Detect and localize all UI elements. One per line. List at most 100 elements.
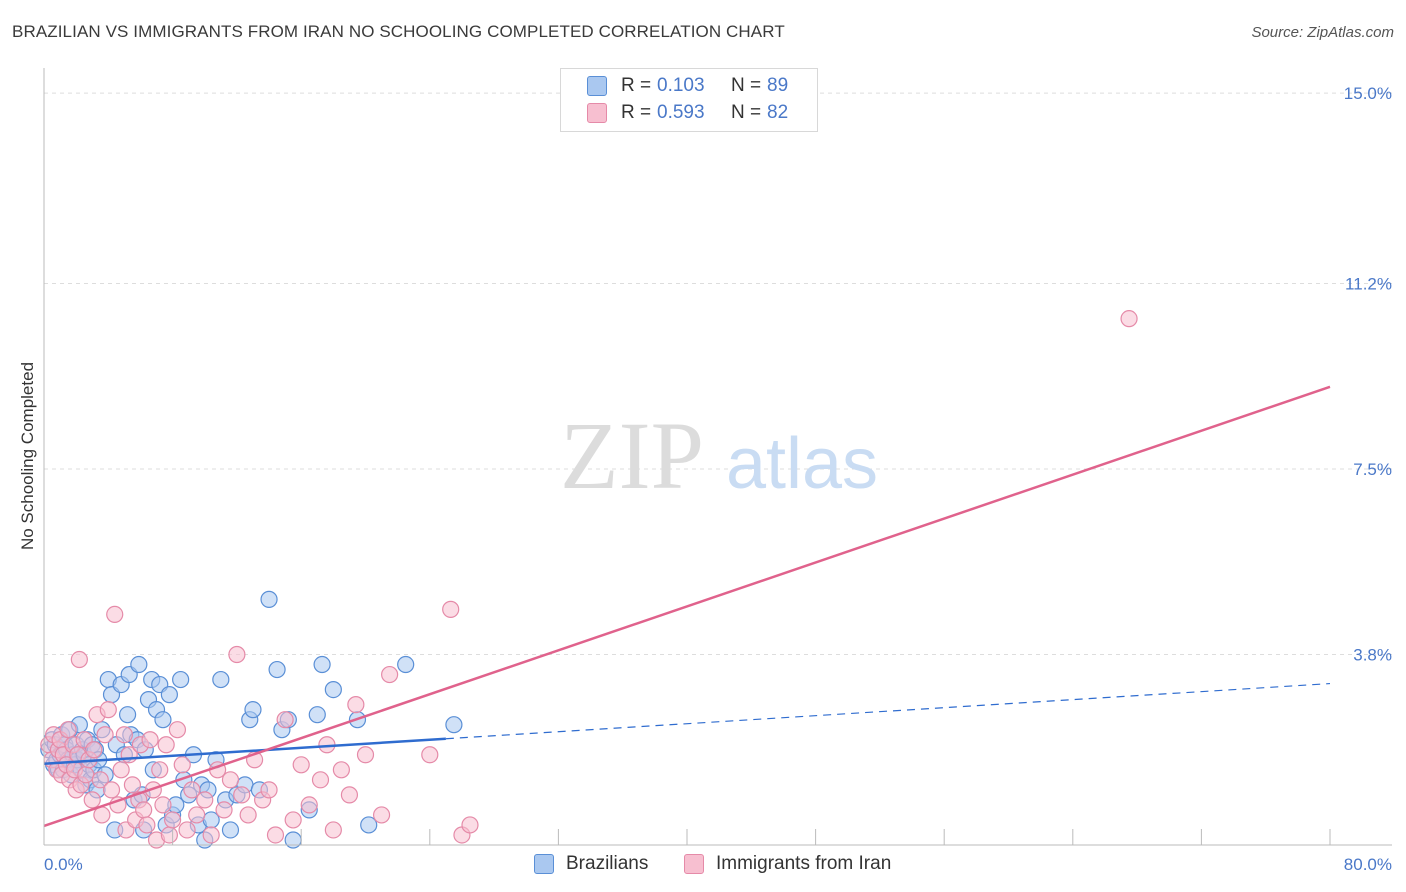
legend-n-label: N = <box>731 102 762 123</box>
data-point <box>324 680 342 699</box>
y-tick-label: 11.2% <box>1345 275 1392 294</box>
legend-r-value: 0.593 <box>657 102 705 123</box>
data-point <box>239 806 257 824</box>
data-point <box>157 736 175 754</box>
data-point <box>168 721 187 739</box>
data-point <box>91 771 109 789</box>
data-point <box>292 756 310 774</box>
bottom-legend-label: Brazilians <box>566 853 649 874</box>
data-point <box>154 796 172 814</box>
grid-lines <box>44 92 1392 656</box>
data-point <box>360 816 378 834</box>
data-point <box>260 781 278 799</box>
data-point <box>421 746 439 764</box>
data-point <box>123 776 142 794</box>
legend-r-label: R = <box>621 75 652 96</box>
data-point <box>102 781 121 799</box>
data-point <box>284 831 302 849</box>
data-point <box>300 796 318 814</box>
data-point <box>115 726 133 744</box>
stats-legend: R = 0.103 N = 89 R = 0.593 N = 82 <box>560 68 818 132</box>
legend-swatch-blue <box>587 76 607 96</box>
data-point <box>154 711 172 729</box>
data-point <box>356 746 375 764</box>
bottom-legend-label: Immigrants from Iran <box>716 853 892 874</box>
data-point <box>164 811 182 829</box>
data-point <box>160 826 178 844</box>
data-point <box>260 590 278 608</box>
data-point <box>233 786 251 804</box>
data-point <box>130 655 148 674</box>
data-point <box>332 761 350 779</box>
data-point <box>276 711 294 729</box>
data-point <box>215 801 233 819</box>
series-pink <box>40 310 1138 849</box>
data-point <box>308 706 326 724</box>
data-point <box>188 806 206 824</box>
bottom-legend-swatch-blue <box>534 854 554 874</box>
data-point <box>183 781 201 799</box>
x-tick-label: 80.0% <box>1344 855 1392 874</box>
legend-n-label: N = <box>731 75 762 96</box>
bottom-legend-brazilians: Brazilians <box>534 852 648 876</box>
data-point <box>461 816 479 834</box>
data-point <box>196 791 214 809</box>
legend-n-value: 82 <box>767 102 789 123</box>
y-tick-label: 15.0% <box>1344 84 1392 103</box>
data-point <box>266 826 285 844</box>
data-point <box>212 670 230 689</box>
trend-line-extension-blue <box>445 682 1331 740</box>
data-point <box>381 665 399 684</box>
trend-lines <box>43 385 1331 828</box>
legend-swatch-pink <box>587 103 607 123</box>
axes <box>43 68 1392 846</box>
data-point <box>77 766 95 784</box>
data-point <box>202 826 220 844</box>
data-point <box>173 756 191 774</box>
data-point <box>244 701 262 719</box>
data-point <box>172 670 190 689</box>
x-tick-label: 0.0% <box>44 855 83 874</box>
y-tick-label: 3.8% <box>1353 646 1392 665</box>
tick-labels: 3.8% 7.5% 11.2% 15.0% 0.0% 80.0% <box>44 84 1392 874</box>
data-point <box>372 806 391 824</box>
data-point <box>397 655 415 674</box>
data-point <box>112 761 130 779</box>
data-point <box>340 786 359 804</box>
data-point <box>99 701 117 719</box>
data-point <box>138 816 156 834</box>
watermark-atlas: atlas <box>726 424 878 504</box>
legend-r-value: 0.103 <box>657 75 705 96</box>
data-point <box>141 731 159 749</box>
bottom-legend-swatch-pink <box>684 854 704 874</box>
data-point <box>1120 310 1138 328</box>
data-point <box>228 645 246 664</box>
data-point <box>347 696 365 714</box>
trend-line-blue <box>43 737 446 766</box>
data-point <box>178 821 196 839</box>
data-point <box>445 716 463 734</box>
legend-n-value: 89 <box>767 75 789 96</box>
data-point <box>70 650 88 669</box>
data-point <box>268 660 286 679</box>
data-point <box>59 721 77 739</box>
data-point <box>83 791 101 809</box>
y-tick-label: 7.5% <box>1353 460 1392 479</box>
data-point <box>284 811 302 829</box>
data-point <box>442 600 460 618</box>
data-points <box>40 310 1138 849</box>
data-point <box>135 801 153 819</box>
data-point <box>160 686 178 704</box>
data-point <box>313 655 331 674</box>
source-credit: Source: ZipAtlas.com <box>1251 24 1394 41</box>
data-point <box>151 761 169 779</box>
data-point <box>118 706 137 724</box>
trend-line-pink <box>43 385 1331 828</box>
legend-r-label: R = <box>621 102 652 123</box>
bottom-legend-iran: Immigrants from Iran <box>684 852 891 876</box>
data-point <box>311 771 330 789</box>
legend-row-iran: R = 0.593 N = 82 <box>587 100 788 126</box>
data-point <box>221 771 240 789</box>
chart-title: BRAZILIAN VS IMMIGRANTS FROM IRAN NO SCH… <box>12 22 785 41</box>
